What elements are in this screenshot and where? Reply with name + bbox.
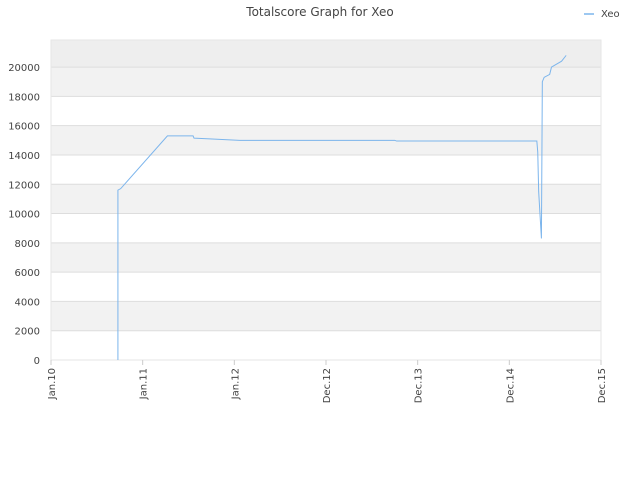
x-tick-label: Dec.14 bbox=[505, 368, 516, 403]
grid-band bbox=[51, 67, 601, 97]
legend-label: Xeo bbox=[601, 9, 620, 20]
x-tick-label: Dec.15 bbox=[597, 368, 608, 403]
grid-band bbox=[51, 154, 601, 185]
grid-band bbox=[51, 242, 601, 273]
y-tick-label: 20000 bbox=[8, 63, 40, 74]
grid-band bbox=[51, 40, 601, 68]
x-tick-label: Dec.12 bbox=[322, 368, 333, 403]
x-tick-label: Jan.12 bbox=[230, 368, 241, 400]
x-tick-label: Jan.11 bbox=[139, 368, 150, 400]
grid-band bbox=[51, 213, 601, 243]
y-tick-label: 14000 bbox=[8, 151, 40, 162]
line bbox=[117, 55, 567, 360]
grid-band bbox=[51, 301, 601, 331]
grid-band bbox=[51, 184, 601, 214]
y-tick-label: 16000 bbox=[8, 122, 40, 133]
y-tick-label: 12000 bbox=[8, 180, 40, 191]
grid-band bbox=[51, 96, 601, 126]
y-tick-label: 4000 bbox=[15, 297, 40, 308]
chart-title: Totalscore Graph for Xeo bbox=[245, 5, 393, 19]
y-tick-label: 8000 bbox=[15, 239, 40, 250]
y-tick-label: 2000 bbox=[15, 327, 40, 338]
x-tick-label: Dec.13 bbox=[414, 368, 425, 403]
x-tick-label: Jan.10 bbox=[47, 368, 58, 400]
y-tick-label: 18000 bbox=[8, 92, 40, 103]
y-tick-label: 6000 bbox=[15, 268, 40, 279]
grid-band bbox=[51, 330, 601, 360]
grid-band bbox=[51, 272, 601, 302]
y-tick-label: 0 bbox=[34, 356, 40, 367]
y-tick-label: 10000 bbox=[8, 210, 40, 221]
